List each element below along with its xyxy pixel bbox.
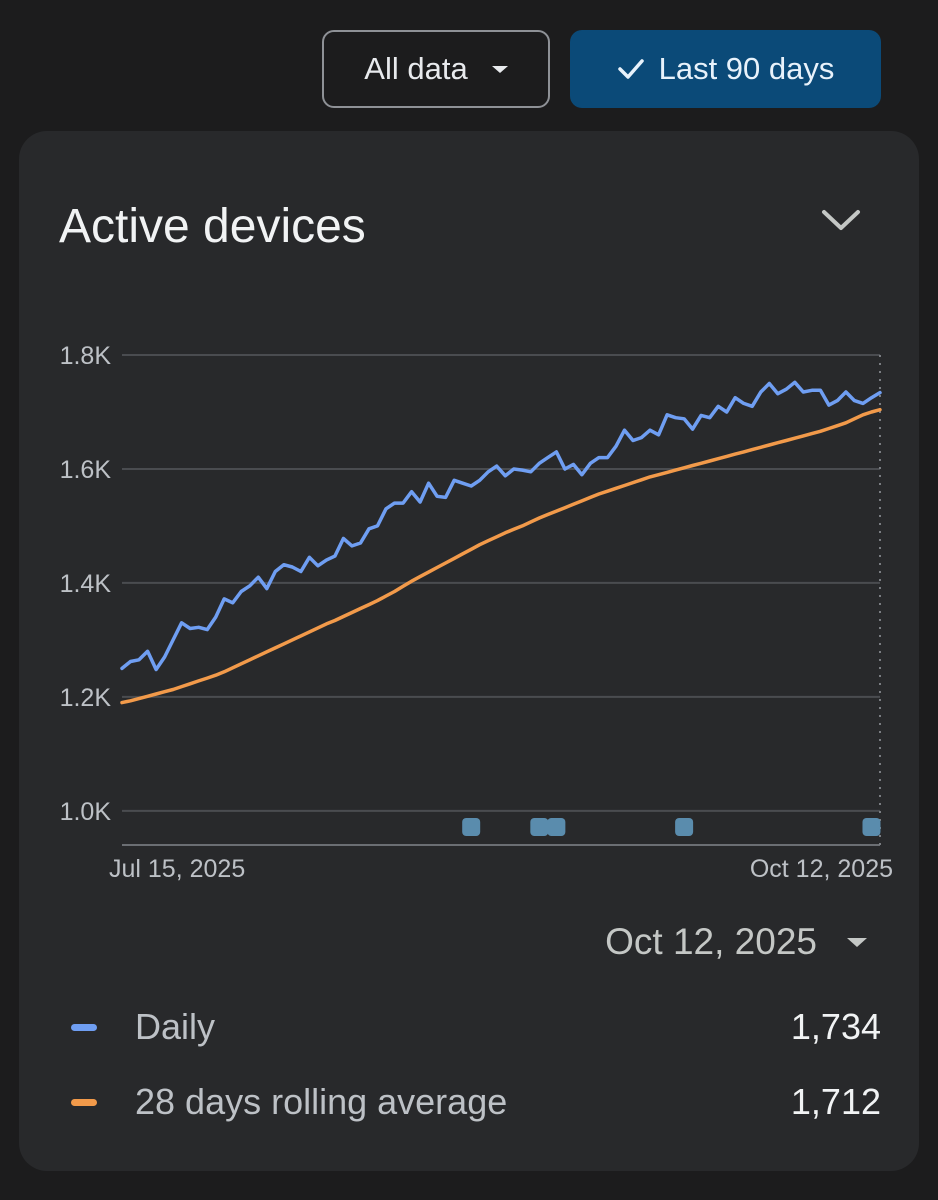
y-axis-labels: 1.0K 1.2K 1.4K 1.6K 1.8K <box>60 342 112 826</box>
annotation-marker[interactable] <box>862 818 881 836</box>
card-title: Active devices <box>59 200 366 253</box>
all-data-label: All data <box>364 51 468 86</box>
rolling-average-series-line <box>120 407 882 705</box>
y-tick-label: 1.8K <box>60 342 112 370</box>
legend-row-daily: Daily 1,734 <box>71 1006 881 1048</box>
line-chart[interactable]: 1.0K 1.2K 1.4K 1.6K 1.8K Jul 15, 2025 Oct 12,… <box>19 131 919 891</box>
all-data-dropdown[interactable]: All data <box>322 30 550 108</box>
chevron-down-icon[interactable] <box>819 205 863 235</box>
legend-row-rolling-average: 28 days rolling average 1,712 <box>71 1081 881 1123</box>
y-tick-label: 1.2K <box>60 684 112 712</box>
annotation-marker[interactable] <box>547 818 566 836</box>
legend-value-rolling-average: 1,712 <box>790 1081 881 1122</box>
x-tick-label-end: Oct 12, 2025 <box>750 855 893 883</box>
chart-series <box>120 380 882 705</box>
legend-label-daily: Daily <box>135 1006 216 1047</box>
legend-swatch-rolling-average <box>71 1098 97 1106</box>
annotation-marker[interactable] <box>462 818 481 836</box>
chart-grid <box>122 354 880 846</box>
last-90-days-label: Last 90 days <box>658 51 835 86</box>
selected-date-dropdown[interactable]: Oct 12, 2025 <box>605 921 867 963</box>
selected-date-label: Oct 12, 2025 <box>605 921 817 962</box>
check-icon <box>617 59 644 79</box>
annotation-markers <box>462 818 881 836</box>
annotation-marker[interactable] <box>530 818 549 836</box>
annotation-marker[interactable] <box>675 818 694 836</box>
legend-swatch-daily <box>71 1023 97 1031</box>
daily-series-line <box>120 380 882 672</box>
legend-value-daily: 1,734 <box>790 1006 881 1047</box>
active-devices-card: Active devices 1.0K 1.2K 1.4K 1.6K 1.8K Jul … <box>19 131 919 1171</box>
legend-label-rolling-average: 28 days rolling average <box>135 1081 508 1122</box>
dropdown-caret-icon <box>847 937 867 947</box>
x-tick-label-start: Jul 15, 2025 <box>109 855 245 883</box>
y-tick-label: 1.6K <box>60 456 112 484</box>
x-axis-labels: Jul 15, 2025 Oct 12, 2025 <box>109 855 893 883</box>
last-90-days-button[interactable]: Last 90 days <box>570 30 881 108</box>
y-tick-label: 1.4K <box>60 570 112 598</box>
y-tick-label: 1.0K <box>60 798 112 826</box>
dropdown-caret-icon <box>491 65 508 73</box>
